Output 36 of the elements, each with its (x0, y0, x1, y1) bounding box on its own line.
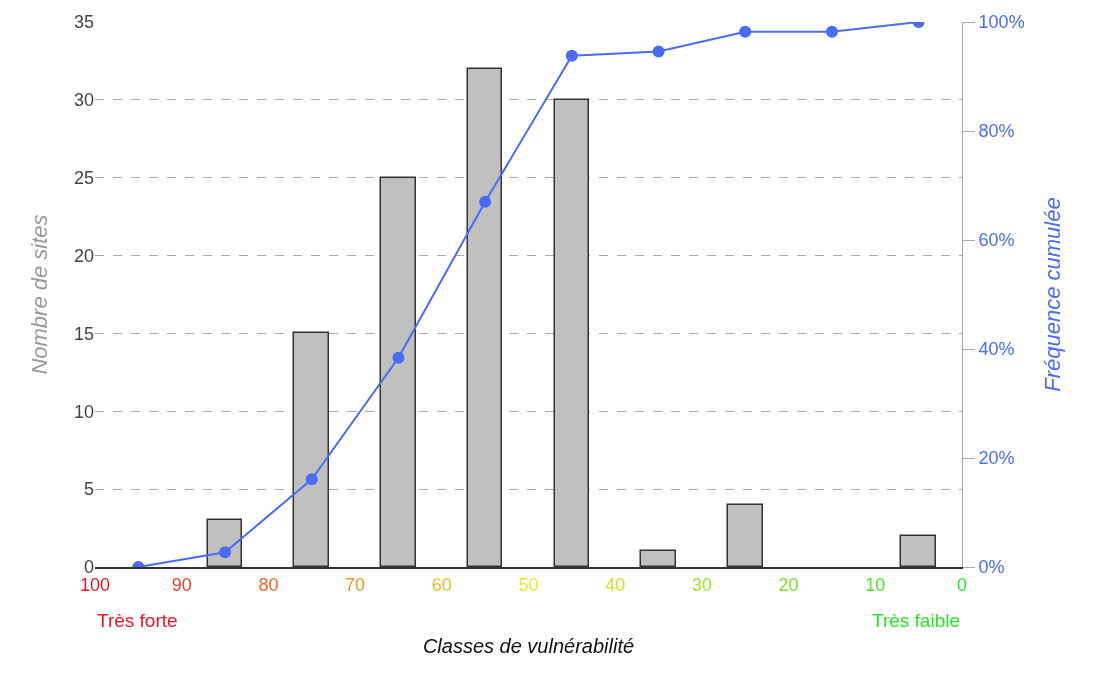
point (479, 195, 492, 208)
point (652, 45, 665, 58)
point (392, 351, 405, 364)
point (305, 473, 318, 486)
x-tick-label: 0 (956, 574, 968, 595)
y2-tick-label: 20% (978, 448, 1015, 469)
text: Très forte (97, 610, 178, 631)
x-tick-label: 30 (691, 574, 712, 595)
y-axis-title: Nombre de sites (26, 214, 52, 375)
point (739, 25, 752, 38)
y-tick-label: 15 (73, 323, 94, 344)
x-tick-label: 70 (345, 574, 366, 595)
point (825, 25, 838, 38)
y2-tick-label: 0% (978, 557, 1005, 578)
y2-tick-label: 60% (978, 230, 1015, 251)
x-tick-label: 10 (865, 574, 886, 595)
y-tick-label: 20 (73, 245, 94, 266)
y-tick-label: 35 (73, 12, 94, 33)
x-axis-title: Classes de vulnérabilité (422, 634, 635, 657)
x-tick-label: 60 (431, 574, 452, 595)
y-tick-label: 25 (73, 168, 94, 189)
x-tick-label: 80 (258, 574, 279, 595)
point (219, 546, 232, 559)
x-tick-label: 50 (518, 574, 539, 595)
y-tick-label: 30 (73, 90, 94, 111)
y2-tick-label: 80% (978, 121, 1015, 142)
y-tick-label: 5 (83, 479, 94, 500)
text: Très faible (872, 610, 960, 631)
y2-tick-label: 100% (978, 12, 1025, 33)
point (565, 49, 578, 62)
x-tick-label: 40 (605, 574, 626, 595)
y2-axis-title: Fréquence cumulée (1039, 197, 1065, 392)
y-tick-label: 10 (73, 401, 94, 422)
x-tick-label: 20 (778, 574, 799, 595)
y2-tick-label: 40% (978, 339, 1015, 360)
x-tick-label: 90 (171, 574, 192, 595)
